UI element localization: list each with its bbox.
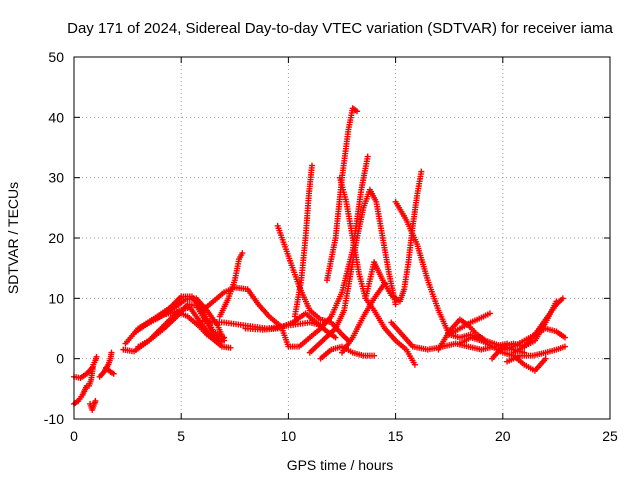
series-track-28 <box>446 310 493 338</box>
data-point <box>93 353 100 360</box>
x-tick-label: 0 <box>70 428 78 444</box>
y-tick-label: -10 <box>44 411 64 427</box>
y-tick-label: 40 <box>48 109 64 125</box>
x-tick-label: 15 <box>388 428 404 444</box>
x-tick-label: 10 <box>281 428 297 444</box>
data-point <box>221 337 228 344</box>
data-point <box>559 295 566 302</box>
data-point <box>239 250 246 257</box>
y-tick-label: 50 <box>48 49 64 65</box>
y-tick-label: 30 <box>48 170 64 186</box>
series-track-18 <box>291 162 315 320</box>
data-point <box>486 310 493 317</box>
data-point <box>364 153 371 160</box>
y-tick-label: 20 <box>48 230 64 246</box>
axes: 0 5 10 15 20 25 -10 0 10 20 30 40 50 <box>44 49 618 444</box>
data-point <box>392 301 399 308</box>
series-track-06 <box>103 364 117 377</box>
series-track-04 <box>87 397 99 413</box>
data-point <box>542 355 549 362</box>
data-point <box>212 337 219 344</box>
chart-title: Day 171 of 2024, Sidereal Day-to-day VTE… <box>67 20 613 37</box>
series-track-31 <box>510 295 566 356</box>
x-tick-label: 25 <box>602 428 618 444</box>
data-point <box>371 352 378 359</box>
data-point <box>418 168 425 175</box>
series-track-12 <box>199 284 283 329</box>
series-track-16 <box>274 222 352 344</box>
series-track-24 <box>362 168 425 305</box>
series-track-33 <box>504 343 568 365</box>
y-tick-label: 10 <box>48 290 64 306</box>
data-point <box>227 344 234 351</box>
series-track-09 <box>135 301 225 350</box>
grid <box>74 57 610 419</box>
series-track-03 <box>86 353 100 389</box>
series-track-32 <box>499 325 568 353</box>
data-point <box>354 108 361 115</box>
x-tick-label: 5 <box>177 428 185 444</box>
x-axis-label: GPS time / hours <box>287 457 394 473</box>
data-point <box>561 334 568 341</box>
data-point <box>92 397 99 404</box>
series-track-13 <box>216 250 246 320</box>
data-point <box>110 370 117 377</box>
data-point <box>561 343 568 350</box>
x-tick-label: 20 <box>495 428 511 444</box>
data-point <box>308 162 315 169</box>
data-point <box>332 334 339 341</box>
data-marks <box>71 105 568 413</box>
series-track-22 <box>317 343 378 362</box>
data-point <box>108 349 115 356</box>
y-tick-label: 0 <box>56 351 64 367</box>
data-point <box>411 361 418 368</box>
series-track-20 <box>323 105 361 284</box>
y-axis-label: SDTVAR / TECUs <box>5 182 21 294</box>
